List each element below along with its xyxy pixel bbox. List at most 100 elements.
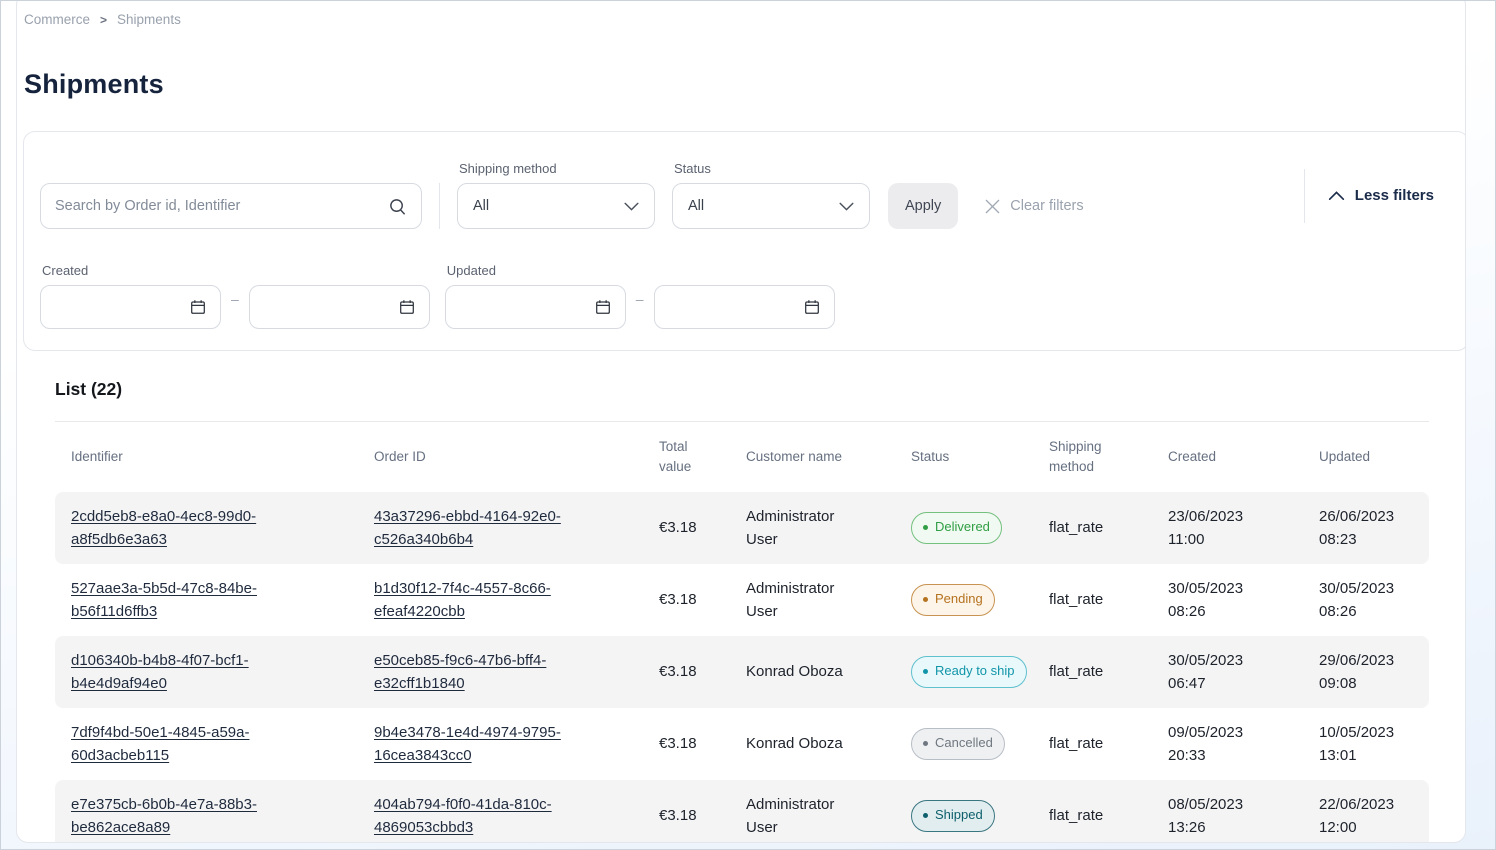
- identifier-link[interactable]: 7df9f4bd-50e1-4845-a59a-60d3acbeb115: [71, 723, 250, 764]
- cell-status: Ready to ship: [895, 656, 1033, 688]
- identifier-link[interactable]: 527aae3a-5b5d-47c8-84be-b56f11d6ffb3: [71, 579, 257, 620]
- less-filters-button[interactable]: Less filters: [1328, 187, 1434, 204]
- calendar-icon[interactable]: [803, 298, 821, 316]
- cell-total-value: €3.18: [659, 591, 697, 609]
- clear-filters-label: Clear filters: [1010, 198, 1084, 214]
- cell-identifier: 7df9f4bd-50e1-4845-a59a-60d3acbeb115: [55, 721, 358, 768]
- cell-shipping-method: flat_rate: [1049, 807, 1104, 825]
- list-divider: [55, 421, 1429, 422]
- identifier-link[interactable]: e7e375cb-6b0b-4e7a-88b3-be862ace8a89: [71, 795, 257, 836]
- table-row: 7df9f4bd-50e1-4845-a59a-60d3acbeb115 9b4e…: [55, 708, 1429, 780]
- updated-date-filter: Updated –: [444, 263, 835, 329]
- created-to-input[interactable]: [262, 299, 398, 315]
- status-badge: Shipped: [911, 800, 995, 832]
- cell-total-value: €3.18: [659, 519, 697, 537]
- cell-status: Delivered: [895, 512, 1033, 544]
- filter-panel: Shipping method All Status All: [23, 131, 1465, 351]
- cell-updated: 10/05/2023 13:01: [1303, 721, 1432, 768]
- updated-from-input[interactable]: [458, 299, 594, 315]
- table-row: 527aae3a-5b5d-47c8-84be-b56f11d6ffb3 b1d3…: [55, 564, 1429, 636]
- cell-created: 30/05/2023 08:26: [1152, 577, 1303, 624]
- table-body: 2cdd5eb8-e8a0-4ec8-99d0-a8f5db6e3a63 43a3…: [55, 492, 1429, 842]
- cell-updated-time: 12:00: [1319, 819, 1357, 836]
- cell-updated-date: 29/06/2023: [1319, 651, 1395, 669]
- calendar-icon[interactable]: [594, 298, 612, 316]
- cell-created-date: 23/06/2023: [1168, 507, 1244, 525]
- order-id-link[interactable]: b1d30f12-7f4c-4557-8c66-efeaf4220cbb: [374, 579, 551, 620]
- status-value: All: [688, 198, 705, 214]
- status-dot-icon: [923, 524, 928, 530]
- identifier-link[interactable]: d106340b-b4b8-4f07-bcf1-b4e4d9af94e0: [71, 651, 249, 692]
- page-title: Shipments: [24, 69, 164, 99]
- cell-updated-time: 08:23: [1319, 531, 1357, 548]
- updated-filter-label: Updated: [446, 263, 496, 278]
- status-badge: Delivered: [911, 512, 1002, 544]
- customer-name-text: Administrator User: [746, 507, 835, 548]
- column-header-status: Status: [911, 449, 950, 465]
- created-from-field: [40, 285, 221, 329]
- cell-shipping-method: flat_rate: [1049, 591, 1104, 609]
- updated-to-input[interactable]: [667, 299, 803, 315]
- order-id-link[interactable]: 404ab794-f0f0-41da-810c-4869053cbbd3: [374, 795, 552, 836]
- order-id-link[interactable]: 9b4e3478-1e4d-4974-9795-16cea3843cc0: [374, 723, 561, 764]
- column-header-order-id: Order ID: [374, 449, 426, 465]
- cell-identifier: e7e375cb-6b0b-4e7a-88b3-be862ace8a89: [55, 793, 358, 840]
- cell-identifier: 2cdd5eb8-e8a0-4ec8-99d0-a8f5db6e3a63: [55, 505, 358, 552]
- apply-button[interactable]: Apply: [888, 183, 959, 229]
- cell-shipping-method: flat_rate: [1049, 735, 1104, 753]
- cell-total-value: €3.18: [659, 807, 697, 825]
- cell-created: 30/05/2023 06:47: [1152, 649, 1303, 696]
- updated-from-field: [444, 285, 626, 329]
- table-row: d106340b-b4b8-4f07-bcf1-b4e4d9af94e0 e50c…: [55, 636, 1429, 708]
- status-select[interactable]: All: [672, 183, 870, 229]
- cell-created-time: 13:26: [1168, 819, 1206, 836]
- status-badge-label: Ready to ship: [935, 663, 1015, 679]
- cell-order-id: 404ab794-f0f0-41da-810c-4869053cbbd3: [358, 793, 643, 840]
- status-dot-icon: [923, 668, 928, 674]
- status-badge-label: Cancelled: [935, 735, 993, 751]
- cell-created-time: 11:00: [1168, 531, 1205, 548]
- order-id-link[interactable]: e50ceb85-f9c6-47b6-bff4-e32cff1b1840: [374, 651, 547, 692]
- status-badge: Pending: [911, 584, 995, 616]
- search-input[interactable]: [55, 198, 388, 214]
- shipping-method-value: All: [473, 198, 490, 214]
- table-row: e7e375cb-6b0b-4e7a-88b3-be862ace8a89 404a…: [55, 780, 1429, 842]
- chevron-down-icon: [624, 202, 639, 211]
- status-dot-icon: [923, 596, 928, 602]
- status-badge-label: Pending: [935, 591, 983, 607]
- cell-updated-time: 13:01: [1319, 747, 1357, 764]
- filter-divider-2: [1303, 168, 1305, 223]
- cell-order-id: 9b4e3478-1e4d-4974-9795-16cea3843cc0: [358, 721, 643, 768]
- cell-status: Cancelled: [895, 728, 1033, 760]
- list-title: List (22): [55, 379, 123, 399]
- cell-total-value: €3.18: [659, 735, 697, 753]
- created-date-filter: Created –: [40, 263, 430, 329]
- cell-updated: 29/06/2023 09:08: [1303, 649, 1432, 696]
- updated-range-separator: –: [635, 291, 644, 307]
- identifier-link[interactable]: 2cdd5eb8-e8a0-4ec8-99d0-a8f5db6e3a63: [71, 507, 257, 548]
- cell-created-time: 06:47: [1168, 675, 1206, 692]
- shipping-method-select[interactable]: All: [457, 183, 655, 229]
- status-badge-label: Delivered: [935, 519, 990, 535]
- cell-created-date: 30/05/2023: [1168, 579, 1244, 597]
- breadcrumb-commerce[interactable]: Commerce: [24, 12, 91, 27]
- shipping-method-label: Shipping method: [459, 161, 557, 176]
- column-header-customer-name: Customer name: [746, 449, 843, 465]
- created-from-input[interactable]: [54, 299, 189, 315]
- chevron-down-icon: [839, 202, 854, 211]
- created-to-field: [248, 285, 430, 329]
- calendar-icon[interactable]: [398, 298, 416, 316]
- customer-name-text: Administrator User: [746, 579, 835, 620]
- breadcrumb-shipments[interactable]: Shipments: [117, 12, 181, 27]
- cell-order-id: b1d30f12-7f4c-4557-8c66-efeaf4220cbb: [358, 577, 643, 624]
- calendar-icon[interactable]: [189, 298, 207, 316]
- status-filter: Status All: [672, 161, 870, 229]
- updated-to-field: [653, 285, 835, 329]
- order-id-link[interactable]: 43a37296-ebbd-4164-92e0-c526a340b6b4: [374, 507, 561, 548]
- clear-filters-button[interactable]: Clear filters: [984, 183, 1084, 229]
- status-label: Status: [674, 161, 711, 176]
- cell-shipping-method: flat_rate: [1049, 519, 1104, 537]
- column-header-created: Created: [1168, 449, 1217, 465]
- filter-row-dates: Created –: [24, 229, 1465, 350]
